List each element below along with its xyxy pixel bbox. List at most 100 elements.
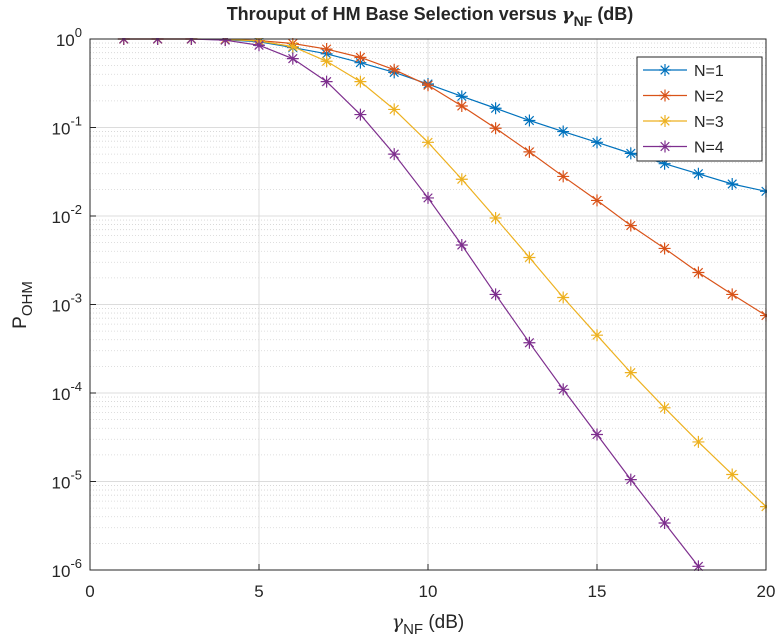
marker: [489, 122, 502, 135]
y-tick-exponent: -3: [70, 291, 82, 306]
marker: [726, 177, 739, 190]
marker: [523, 336, 536, 349]
marker: [286, 40, 299, 53]
marker: [624, 366, 637, 379]
y-tick-label: 10-1: [52, 114, 82, 139]
marker: [354, 75, 367, 88]
marker: [726, 288, 739, 301]
marker: [692, 435, 705, 448]
marker: [557, 291, 570, 304]
legend-marker: [659, 89, 671, 102]
marker: [422, 191, 434, 204]
xlabel-symbol: γ: [392, 611, 404, 633]
marker: [658, 401, 671, 414]
y-tick-exponent: -2: [70, 202, 82, 217]
marker: [692, 167, 705, 180]
y-tick-label: 10-2: [52, 202, 82, 227]
marker: [726, 468, 739, 481]
y-tick-label: 10-5: [52, 468, 82, 493]
ylabel-text: P: [10, 316, 31, 329]
marker: [388, 63, 401, 76]
legend-marker: [659, 64, 671, 76]
marker: [354, 108, 367, 121]
marker: [624, 219, 637, 232]
legend-label: N=4: [694, 140, 724, 157]
y-tick-label: 10-6: [52, 556, 82, 581]
x-axis-label: γNF (dB): [392, 611, 465, 638]
marker: [253, 39, 265, 52]
title-suffix: (dB): [592, 4, 633, 24]
y-tick-base: 10: [52, 474, 71, 493]
y-tick-label: 10-3: [52, 291, 82, 316]
marker: [591, 428, 603, 441]
marker: [455, 90, 468, 103]
x-tick-label: 10: [419, 582, 438, 601]
legend-marker: [659, 140, 671, 153]
marker: [422, 79, 434, 92]
xlabel-suffix: (dB): [423, 612, 464, 633]
marker: [591, 329, 603, 342]
chart-title: Throuput of HM Base Selection versus γNF…: [227, 4, 634, 29]
marker: [354, 51, 367, 64]
y-tick-label: 10-4: [52, 379, 82, 404]
y-tick-exponent: -6: [70, 556, 82, 571]
y-tick-base: 10: [56, 31, 75, 50]
y-tick-exponent: -1: [70, 114, 82, 129]
marker: [624, 147, 637, 160]
marker: [422, 136, 434, 149]
marker: [320, 55, 333, 68]
x-tick-label: 15: [588, 582, 607, 601]
marker: [523, 251, 536, 264]
marker: [219, 38, 232, 47]
legend-label: N=3: [694, 114, 724, 131]
legend-box: [636, 56, 763, 162]
xlabel-sub: NF: [403, 621, 423, 638]
y-tick-exponent: -5: [70, 468, 82, 483]
legend-label: N=2: [694, 89, 724, 106]
marker: [388, 148, 401, 161]
marker: [388, 103, 401, 116]
marker: [523, 114, 536, 127]
marker: [455, 99, 468, 112]
marker: [286, 52, 299, 65]
legend-label: N=1: [694, 63, 724, 80]
marker: [624, 473, 637, 486]
marker: [455, 239, 468, 252]
title-symbol: γ: [562, 4, 575, 25]
y-tick-label: 100: [56, 25, 82, 50]
legend-star: [659, 140, 671, 153]
y-tick-base: 10: [52, 385, 71, 404]
y-tick-exponent: -4: [70, 379, 82, 394]
legend-marker: [659, 115, 671, 127]
legend-star: [659, 89, 671, 102]
legend: N=1 N=2 N=3 N=4: [636, 56, 763, 162]
ylabel-sub: OHM: [19, 281, 36, 316]
title-text: Throuput of HM Base Selection versus: [227, 4, 562, 24]
y-tick-exponent: 0: [75, 25, 82, 40]
marker: [523, 145, 536, 158]
x-tick-label: 20: [757, 582, 776, 601]
y-tick-base: 10: [52, 120, 71, 139]
marker: [489, 288, 502, 301]
y-axis-label: POHM: [10, 281, 36, 329]
title-sub: NF: [574, 13, 593, 29]
marker: [320, 75, 333, 88]
marker: [591, 194, 603, 207]
marker: [320, 43, 333, 56]
y-tick-base: 10: [52, 297, 71, 316]
x-tick-label: 5: [254, 582, 263, 601]
marker: [489, 211, 502, 224]
y-tick-base: 10: [52, 208, 71, 227]
y-tick-base: 10: [52, 562, 71, 581]
marker: [591, 136, 603, 149]
legend-star: [659, 115, 671, 127]
marker: [489, 102, 502, 115]
marker: [658, 157, 671, 170]
marker: [658, 516, 671, 529]
marker: [557, 383, 570, 396]
marker: [557, 125, 570, 138]
marker: [557, 170, 570, 183]
legend-star: [659, 64, 671, 76]
x-tick-label: 0: [85, 582, 94, 601]
